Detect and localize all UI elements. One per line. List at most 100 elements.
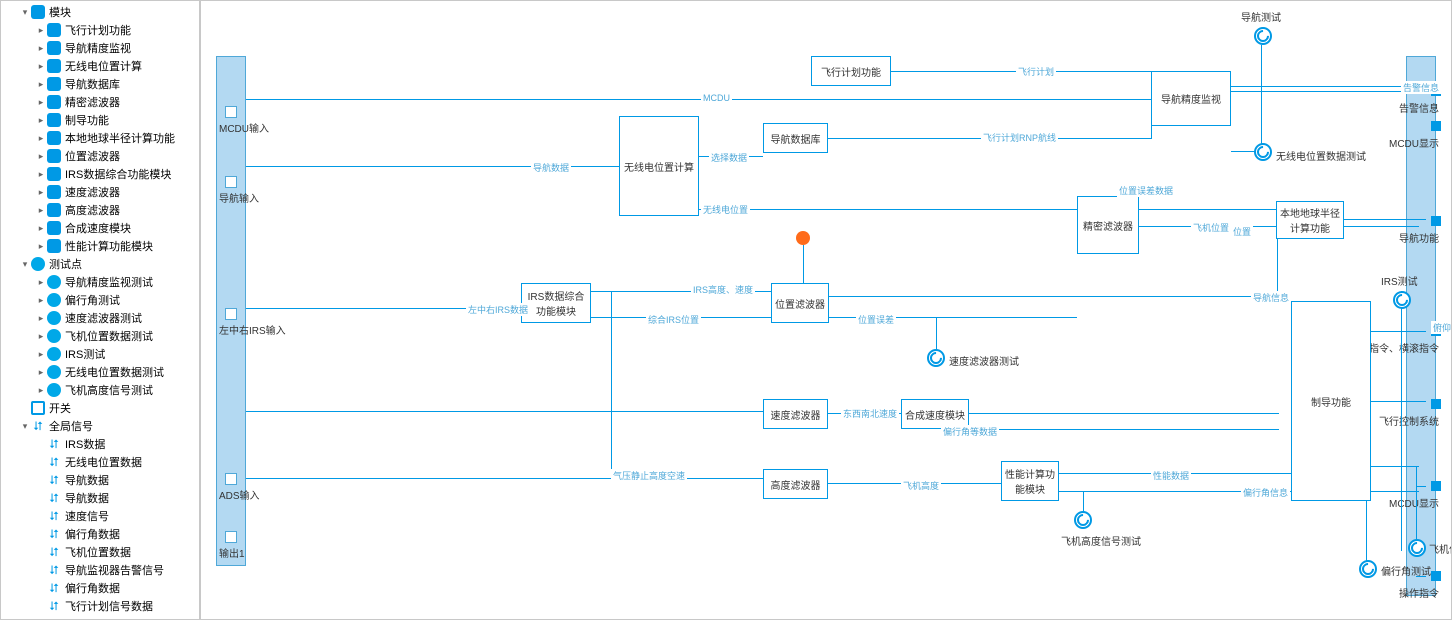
port-label: MCDU显示 (1389, 495, 1439, 510)
port-label: 告警信息 (1399, 100, 1439, 115)
tree-testpoints[interactable]: ▾测试点 (1, 255, 199, 273)
port-label: MCDU显示 (1389, 135, 1439, 150)
wire-label: 东西南北速度 (841, 407, 899, 420)
marker-dot (796, 231, 810, 245)
tree-item[interactable]: ▸IRS测试 (1, 345, 199, 363)
test-point[interactable] (927, 349, 945, 367)
wire (1401, 291, 1402, 551)
wire (1139, 209, 1276, 210)
tree-item[interactable]: ⮃无线电位置数据 (1, 453, 199, 471)
wire (1371, 401, 1419, 402)
test-point[interactable] (1074, 511, 1092, 529)
tree-item[interactable]: ⮃导航监视器告警信号 (1, 561, 199, 579)
block-posfilter[interactable]: 位置滤波器 (771, 283, 829, 323)
port-label: 左中右IRS输入 (219, 322, 286, 337)
wire-label: 导航数据 (531, 161, 571, 174)
output-port[interactable] (1431, 399, 1441, 409)
block-guidance[interactable]: 制导功能 (1291, 301, 1371, 501)
tree-item[interactable]: ⮃导航数据 (1, 471, 199, 489)
block-radiocalc[interactable]: 无线电位置计算 (619, 116, 699, 216)
wire (1416, 219, 1426, 220)
wire (803, 245, 804, 283)
tree-switch[interactable]: 开关 (1, 399, 199, 417)
tree-item[interactable]: ▸IRS数据综合功能模块 (1, 165, 199, 183)
tree-item[interactable]: ▸性能计算功能模块 (1, 237, 199, 255)
tree-item[interactable]: ▸速度滤波器测试 (1, 309, 199, 327)
tree-item[interactable]: ⮃飞机位置数据 (1, 543, 199, 561)
tree-item[interactable]: ⮃飞行计划信号数据 (1, 597, 199, 615)
tree-item[interactable]: ⮃偏行角数据 (1, 579, 199, 597)
wire (1416, 401, 1426, 402)
test-point[interactable] (1393, 291, 1411, 309)
tree-item[interactable]: ▸精密滤波器 (1, 93, 199, 111)
tree-item[interactable]: ▸导航数据库 (1, 75, 199, 93)
test-label: 偏行角测试 (1381, 563, 1431, 578)
input-port[interactable] (225, 176, 237, 188)
input-port[interactable] (225, 106, 237, 118)
output-port[interactable] (1431, 571, 1441, 581)
tree-item[interactable]: ▸飞机位置数据测试 (1, 327, 199, 345)
tree-item[interactable]: ▸偏行角测试 (1, 291, 199, 309)
test-point[interactable] (1359, 560, 1377, 578)
tree-item[interactable]: ▸导航精度监视测试 (1, 273, 199, 291)
input-port[interactable] (225, 473, 237, 485)
port-label: 飞行控制系统 (1379, 413, 1439, 428)
block-earthrad[interactable]: 本地地球半径计算功能 (1276, 201, 1344, 239)
wire (1344, 219, 1421, 220)
tree-item[interactable]: ▸高度滤波器 (1, 201, 199, 219)
tree-item[interactable]: ▸飞机高度信号测试 (1, 381, 199, 399)
test-label: IRS测试 (1381, 273, 1418, 288)
wire-label: 偏行角等数据 (941, 425, 999, 438)
port-label: 操作指令 (1399, 585, 1439, 600)
tree-item[interactable]: ▸本地地球半径计算功能 (1, 129, 199, 147)
wire-label: 飞行计划RNP航线 (981, 131, 1058, 144)
tree-item[interactable]: ⮃偏行角数据 (1, 525, 199, 543)
input-port[interactable] (225, 531, 237, 543)
wire-label: 性能数据 (1151, 469, 1191, 482)
wire (1416, 466, 1417, 546)
wire (969, 413, 1279, 414)
tree-item[interactable]: ⮃速度信号 (1, 507, 199, 525)
wire-label: 偏行角信息 (1241, 486, 1290, 499)
tree-sidebar[interactable]: ▾模块 ▸飞行计划功能▸导航精度监视▸无线电位置计算▸导航数据库▸精密滤波器▸制… (0, 0, 200, 620)
tree-item[interactable]: ▸飞行计划功能 (1, 21, 199, 39)
wire (1416, 486, 1426, 487)
test-point[interactable] (1254, 27, 1272, 45)
block-precfilter[interactable]: 精密滤波器 (1077, 196, 1139, 254)
block-irsmod[interactable]: IRS数据综合功能模块 (521, 283, 591, 323)
input-port[interactable] (225, 308, 237, 320)
output-port[interactable] (1431, 481, 1441, 491)
test-point[interactable] (1254, 143, 1272, 161)
tree-item[interactable]: ▸无线电位置数据测试 (1, 363, 199, 381)
wire (699, 209, 1077, 210)
test-point[interactable] (1408, 539, 1426, 557)
wire-label: 位置误差 (856, 313, 896, 326)
block-navdb[interactable]: 导航数据库 (763, 123, 828, 153)
diagram-canvas[interactable]: MCDU输入导航输入左中右IRS输入ADS输入输出1 告警信息MCDU显示导航功… (200, 0, 1452, 620)
block-navmon[interactable]: 导航精度监视 (1151, 71, 1231, 126)
tree-item[interactable]: ▸导航精度监视 (1, 39, 199, 57)
tree-item[interactable]: ▸合成速度模块 (1, 219, 199, 237)
tree-modules[interactable]: ▾模块 (1, 3, 199, 21)
test-label: 导航测试 (1241, 9, 1281, 24)
output-port[interactable] (1431, 121, 1441, 131)
test-label: 无线电位置数据测试 (1276, 148, 1366, 163)
wire (1261, 45, 1262, 155)
tree-item[interactable]: ▸位置滤波器 (1, 147, 199, 165)
block-perfcalc[interactable]: 性能计算功能模块 (1001, 461, 1059, 501)
tree-item[interactable]: ⮃导航数据 (1, 489, 199, 507)
tree-item[interactable]: ▸制导功能 (1, 111, 199, 129)
block-flightplan[interactable]: 飞行计划功能 (811, 56, 891, 86)
port-label: 输出1 (219, 545, 245, 560)
block-speedfilter[interactable]: 速度滤波器 (763, 399, 828, 429)
wire-label: MCDU (701, 93, 732, 103)
output-port[interactable] (1431, 216, 1441, 226)
wire-label: 气压静止高度空速 (611, 469, 687, 482)
tree-item[interactable]: ▸无线电位置计算 (1, 57, 199, 75)
tree-item[interactable]: ⮃IRS数据 (1, 435, 199, 453)
block-altfilter[interactable]: 高度滤波器 (763, 469, 828, 499)
test-label: 速度滤波器测试 (949, 353, 1019, 368)
test-label: 飞机高度信号测试 (1061, 533, 1141, 548)
tree-item[interactable]: ▸速度滤波器 (1, 183, 199, 201)
tree-globals[interactable]: ▾⮃全局信号 (1, 417, 199, 435)
